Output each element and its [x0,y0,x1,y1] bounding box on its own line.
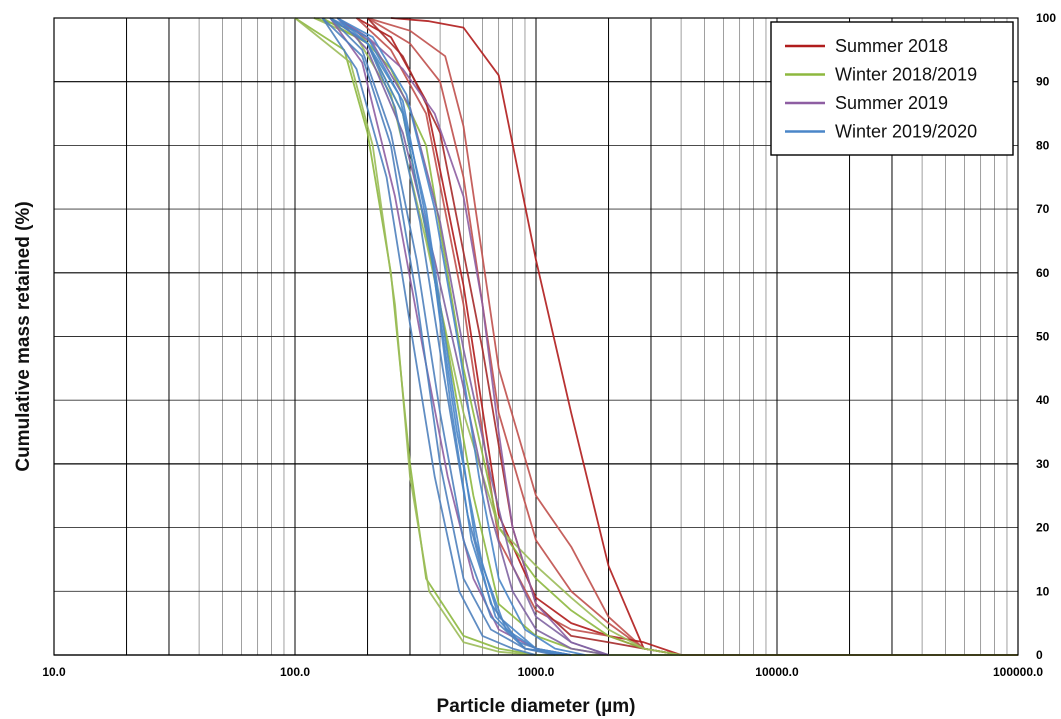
x-tick-label: 10.0 [42,665,66,679]
series-line [313,17,682,656]
legend: Summer 2018 Winter 2018/2019 Summer 2019 Wi… [770,21,1014,156]
y-tick-label: 10 [1036,584,1050,598]
x-tick-label: 10000.0 [755,665,799,679]
series-line [336,17,586,656]
x-tick-label: 1000.0 [518,665,555,679]
series-line [336,17,609,656]
legend-box [770,21,1014,156]
series-line [336,17,609,656]
series-line [336,17,564,656]
y-tick-label: 80 [1036,138,1050,152]
y-tick-label: 30 [1036,457,1050,471]
x-axis-label: Particle diameter (µm) [437,696,636,717]
series-line [321,17,537,656]
series-line [329,17,572,656]
legend-label: Summer 2018 [835,36,948,56]
y-tick-label: 100 [1036,11,1056,25]
series-line [329,17,572,656]
y-tick-label: 90 [1036,75,1050,89]
series-line [329,17,556,656]
legend-label: Winter 2019/2020 [835,122,977,142]
series-line [329,17,572,656]
x-tick-labels: 10.0 100.0 1000.0 10000.0 100000.0 [42,665,1043,679]
series-line [367,17,682,656]
x-tick-label: 100000.0 [993,665,1043,679]
y-tick-label: 20 [1036,521,1050,535]
y-axis-label: Cumulative mass retained (%) [13,201,34,471]
y-tick-label: 0 [1036,648,1043,662]
series-lines [294,17,1018,656]
x-tick-label: 100.0 [280,665,310,679]
y-tick-label: 50 [1036,330,1050,344]
plot-border [53,17,1019,656]
y-tick-label: 40 [1036,393,1050,407]
y-tick-labels: 0 10 20 30 40 50 60 70 80 90 100 [1036,11,1056,662]
y-tick-label: 60 [1036,266,1050,280]
series-line [367,17,682,656]
series-line [294,17,537,656]
series-line [329,17,572,656]
y-tick-label: 70 [1036,202,1050,216]
legend-label: Winter 2018/2019 [835,65,977,85]
series-line [321,17,556,656]
legend-label: Summer 2019 [835,93,948,113]
series-line [336,17,609,656]
